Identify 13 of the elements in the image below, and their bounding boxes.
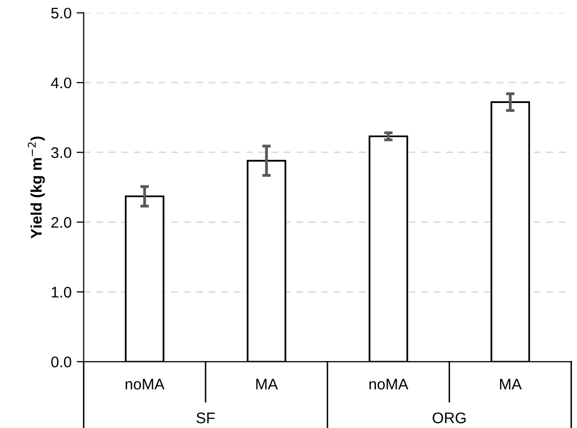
x-tick-label: noMA bbox=[126, 378, 165, 390]
y-tick-label: 3.0 bbox=[51, 147, 72, 158]
y-tick-label: 1.0 bbox=[52, 286, 72, 298]
text: ORG bbox=[432, 412, 466, 424]
y-axis-title: Yield (kg m$^{−2}$) bbox=[28, 136, 45, 238]
y-tick-label: 0.0 bbox=[51, 356, 72, 368]
y-tick-label: 4.0 bbox=[50, 77, 72, 88]
y-tick-label: 2.0 bbox=[51, 217, 72, 228]
x-tick-label: MA bbox=[500, 378, 522, 390]
y-tick-label: 5.0 bbox=[51, 8, 72, 19]
x-tick-label: MA bbox=[256, 378, 278, 390]
x-tick-label: noMA bbox=[369, 378, 408, 390]
text: SF bbox=[196, 412, 215, 424]
